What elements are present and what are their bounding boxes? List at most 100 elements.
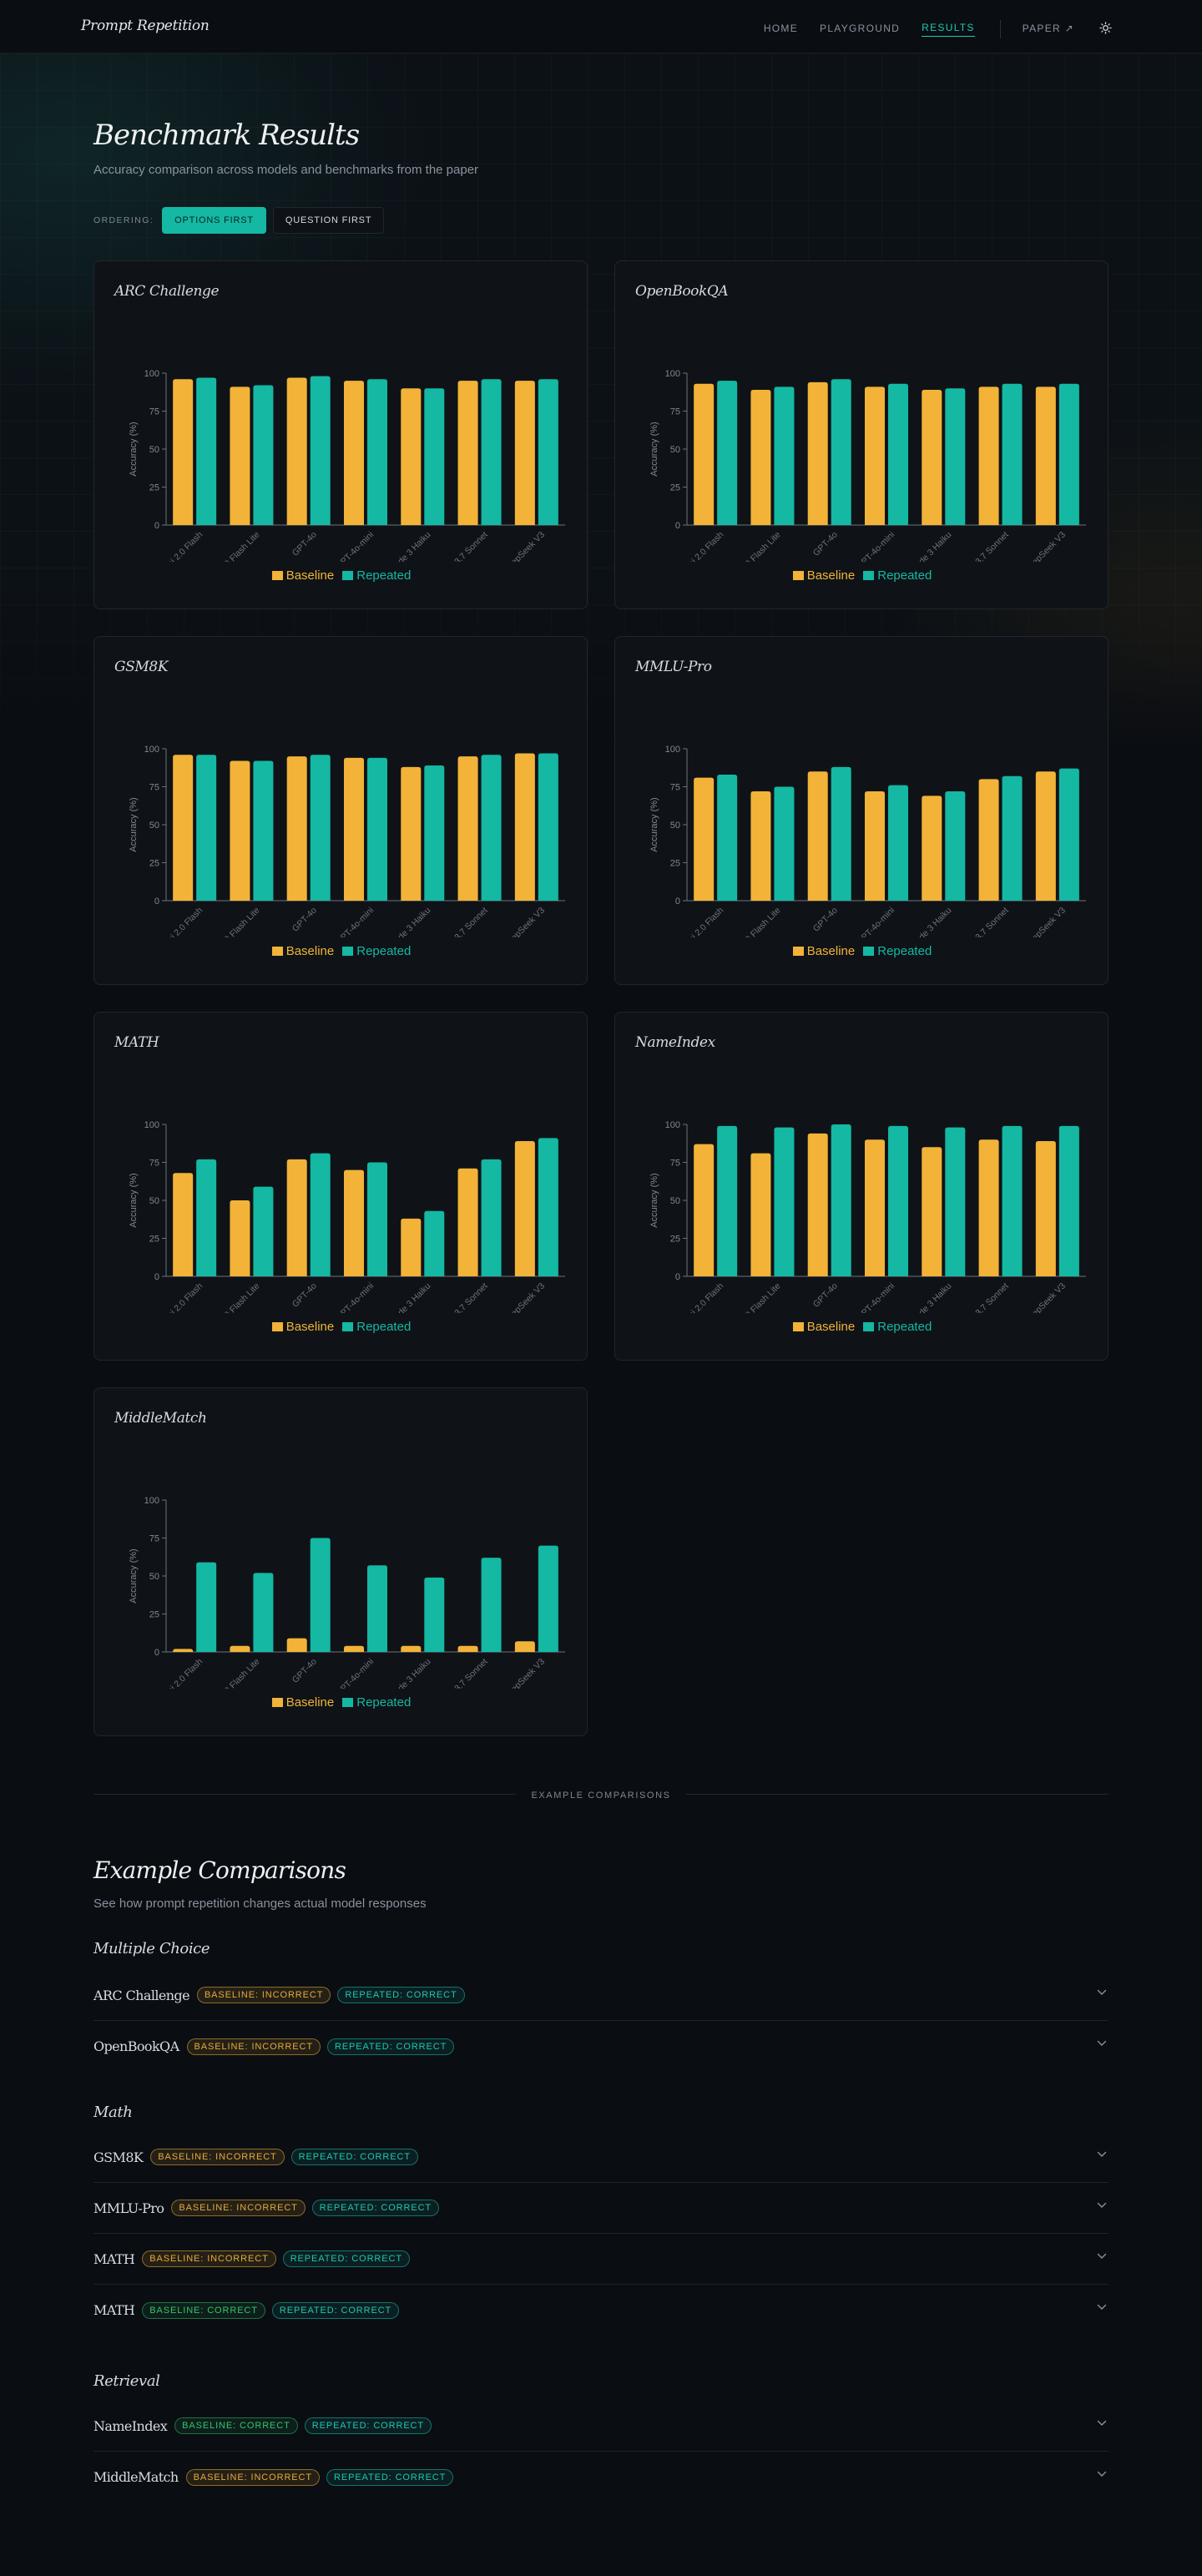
bar-baseline-claude-3-haiku[interactable] [401,1218,422,1276]
bar-repeated-deepseek-v3[interactable] [1058,383,1079,525]
bar-baseline-gpt-4o[interactable] [807,1133,828,1276]
bar-baseline-gpt-4o[interactable] [286,1638,307,1652]
bar-baseline-claude-3-7-sonnet[interactable] [457,1645,478,1652]
legend-item-repeated[interactable]: Repeated [863,1320,932,1334]
bar-repeated-gpt-4o-mini[interactable] [888,1125,908,1276]
bar-repeated-deepseek-v3[interactable] [538,753,558,901]
bar-baseline-gpt-4o-mini[interactable] [344,757,364,901]
bar-baseline-gpt-4o-mini[interactable] [344,1169,364,1276]
bar-baseline-gpt-4o-mini[interactable] [865,386,885,525]
bar-baseline-gemini-2-0-flash-lite[interactable] [750,390,771,525]
bar-baseline-deepseek-v3[interactable] [1035,1141,1056,1276]
bar-repeated-claude-3-haiku[interactable] [945,790,966,901]
bar-baseline-gemini-2-0-flash[interactable] [694,383,715,525]
bar-repeated-gemini-2-0-flash-lite[interactable] [253,385,274,525]
example-row-middlematch[interactable]: MiddleMatch BASELINE: INCORRECT REPEATED: … [93,2452,1109,2503]
bar-baseline-gemini-2-0-flash[interactable] [173,379,194,525]
example-row-nameindex[interactable]: NameIndex BASELINE: CORRECT REPEATED: CORR… [93,2401,1109,2452]
bar-repeated-gemini-2-0-flash-lite[interactable] [253,1573,274,1652]
bar-baseline-gpt-4o[interactable] [286,756,307,901]
bar-repeated-gemini-2-0-flash[interactable] [196,1562,217,1652]
bar-repeated-gpt-4o[interactable] [831,379,851,525]
bar-baseline-gemini-2-0-flash-lite[interactable] [750,1153,771,1276]
legend-item-repeated[interactable]: Repeated [863,944,932,958]
bar-baseline-deepseek-v3[interactable] [514,381,535,525]
bar-baseline-claude-3-haiku[interactable] [401,388,422,525]
bar-baseline-gemini-2-0-flash-lite[interactable] [230,760,250,901]
example-row-arc-challenge[interactable]: ARC Challenge BASELINE: INCORRECT REPEATED… [93,1970,1109,2021]
example-row-openbookqa[interactable]: OpenBookQA BASELINE: INCORRECT REPEATED: C… [93,2021,1109,2072]
legend-item-repeated[interactable]: Repeated [342,1320,411,1334]
legend-item-baseline[interactable]: Baseline [792,568,855,583]
bar-repeated-gemini-2-0-flash-lite[interactable] [774,786,795,902]
bar-repeated-gemini-2-0-flash[interactable] [717,774,738,901]
legend-item-baseline[interactable]: Baseline [792,944,855,958]
bar-repeated-gpt-4o[interactable] [310,755,331,901]
bar-repeated-gemini-2-0-flash-lite[interactable] [774,1127,795,1276]
bar-baseline-claude-3-7-sonnet[interactable] [978,1139,999,1276]
bar-baseline-claude-3-7-sonnet[interactable] [978,386,999,525]
bar-repeated-gemini-2-0-flash[interactable] [717,381,738,525]
bar-repeated-gemini-2-0-flash[interactable] [717,1125,738,1276]
bar-repeated-deepseek-v3[interactable] [538,1138,558,1276]
bar-baseline-claude-3-7-sonnet[interactable] [457,381,478,525]
legend-item-baseline[interactable]: Baseline [271,944,334,958]
bar-baseline-deepseek-v3[interactable] [1035,771,1056,901]
bar-repeated-gpt-4o[interactable] [310,376,331,525]
bar-repeated-gemini-2-0-flash-lite[interactable] [253,1186,274,1276]
bar-baseline-deepseek-v3[interactable] [1035,386,1056,525]
bar-baseline-claude-3-haiku[interactable] [922,390,942,525]
example-row-gsm8k[interactable]: GSM8K BASELINE: INCORRECT REPEATED: CORREC… [93,2132,1109,2183]
bar-repeated-gpt-4o-mini[interactable] [888,785,908,901]
bar-repeated-claude-3-7-sonnet[interactable] [1002,775,1023,901]
bar-repeated-gpt-4o-mini[interactable] [367,757,387,901]
site-logo[interactable]: Prompt Repetition [81,18,210,34]
bar-repeated-claude-3-7-sonnet[interactable] [481,1159,502,1276]
chevron-down-icon[interactable] [1097,2467,1107,2480]
bar-baseline-gemini-2-0-flash[interactable] [694,1144,715,1276]
bar-baseline-gpt-4o-mini[interactable] [865,1139,885,1276]
bar-repeated-gpt-4o-mini[interactable] [367,379,387,525]
bar-baseline-claude-3-haiku[interactable] [922,1147,942,1276]
bar-repeated-claude-3-7-sonnet[interactable] [481,379,502,525]
bar-repeated-claude-3-haiku[interactable] [424,765,445,901]
legend-item-baseline[interactable]: Baseline [271,1695,334,1710]
legend-item-repeated[interactable]: Repeated [863,568,932,583]
bar-baseline-gemini-2-0-flash[interactable] [173,755,194,901]
bar-baseline-gemini-2-0-flash-lite[interactable] [750,790,771,901]
bar-baseline-gpt-4o-mini[interactable] [865,790,885,901]
legend-item-repeated[interactable]: Repeated [342,944,411,958]
bar-baseline-gemini-2-0-flash[interactable] [694,777,715,901]
bar-repeated-gpt-4o[interactable] [310,1538,331,1653]
question-first-button[interactable]: QUESTION FIRST [272,207,385,234]
nav-results[interactable]: RESULTS [922,22,975,37]
chevron-down-icon[interactable] [1097,2036,1107,2049]
bar-baseline-gpt-4o-mini[interactable] [344,1645,364,1652]
bar-repeated-deepseek-v3[interactable] [1058,768,1079,901]
chevron-down-icon[interactable] [1097,2416,1107,2429]
chevron-down-icon[interactable] [1097,1985,1107,1998]
nav-home[interactable]: HOME [763,22,799,34]
bar-baseline-gemini-2-0-flash[interactable] [173,1649,194,1652]
example-row-mmlu-pro[interactable]: MMLU-Pro BASELINE: INCORRECT REPEATED: COR… [93,2183,1109,2234]
bar-repeated-gemini-2-0-flash-lite[interactable] [774,386,795,525]
example-row-math[interactable]: MATH BASELINE: CORRECT REPEATED: CORRECT [93,2285,1109,2336]
bar-baseline-gpt-4o-mini[interactable] [344,381,364,525]
bar-baseline-deepseek-v3[interactable] [514,1641,535,1652]
chevron-down-icon[interactable] [1097,2300,1107,2313]
bar-repeated-claude-3-7-sonnet[interactable] [1002,1125,1023,1276]
bar-repeated-gpt-4o-mini[interactable] [367,1565,387,1652]
bar-repeated-claude-3-7-sonnet[interactable] [481,1558,502,1652]
nav-playground[interactable]: PLAYGROUND [820,22,901,34]
bar-baseline-claude-3-7-sonnet[interactable] [457,1168,478,1276]
bar-repeated-gemini-2-0-flash[interactable] [196,377,217,525]
legend-item-repeated[interactable]: Repeated [342,568,411,583]
bar-baseline-gpt-4o[interactable] [807,381,828,525]
bar-repeated-claude-3-haiku[interactable] [945,1127,966,1276]
bar-repeated-claude-3-haiku[interactable] [424,1577,445,1652]
bar-baseline-deepseek-v3[interactable] [514,1141,535,1276]
nav-paper-link[interactable]: PAPER ↗ [1022,22,1074,34]
bar-baseline-gemini-2-0-flash-lite[interactable] [230,1645,250,1652]
chevron-down-icon[interactable] [1097,2198,1107,2211]
options-first-button[interactable]: OPTIONS FIRST [162,207,266,234]
